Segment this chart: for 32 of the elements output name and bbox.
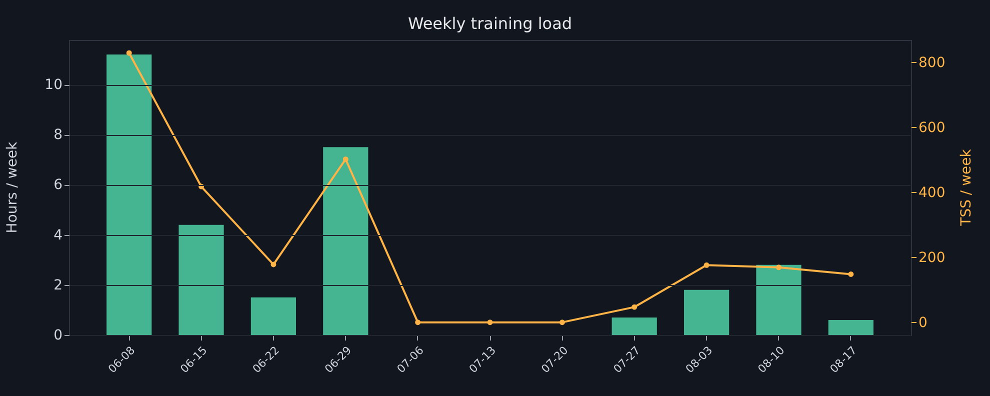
chart-title: Weekly training load [408,14,572,33]
point [415,320,421,326]
point [704,262,710,268]
point [776,264,782,270]
y2-tick-label: 400 [918,184,946,201]
point [848,272,854,277]
y-tick-label: 4 [54,227,63,244]
bar [756,264,802,335]
y2-tick-label: 800 [918,54,946,71]
point [126,50,132,56]
y-axis-title: Hours / week [4,140,20,234]
bar [106,54,152,335]
y2-tick-label: 200 [918,250,946,266]
bar [828,320,874,335]
y-tick-label: 0 [54,328,62,344]
bar [684,290,730,335]
y-tick-label: 10 [44,77,62,94]
bar [178,224,224,335]
y-tick-label: 2 [54,277,62,294]
point [632,304,638,310]
point [342,156,348,162]
point [270,262,276,268]
bar [612,317,657,335]
bar [323,147,368,335]
y-tick-label: 6 [54,177,63,194]
y-tick-label: 8 [54,127,62,144]
y2-tick-label: 0 [918,314,928,331]
bar [250,297,296,335]
point [487,320,493,326]
point [559,320,565,326]
y2-tick-label: 600 [918,120,946,136]
y2-axis-title: TSS / week [958,148,974,227]
